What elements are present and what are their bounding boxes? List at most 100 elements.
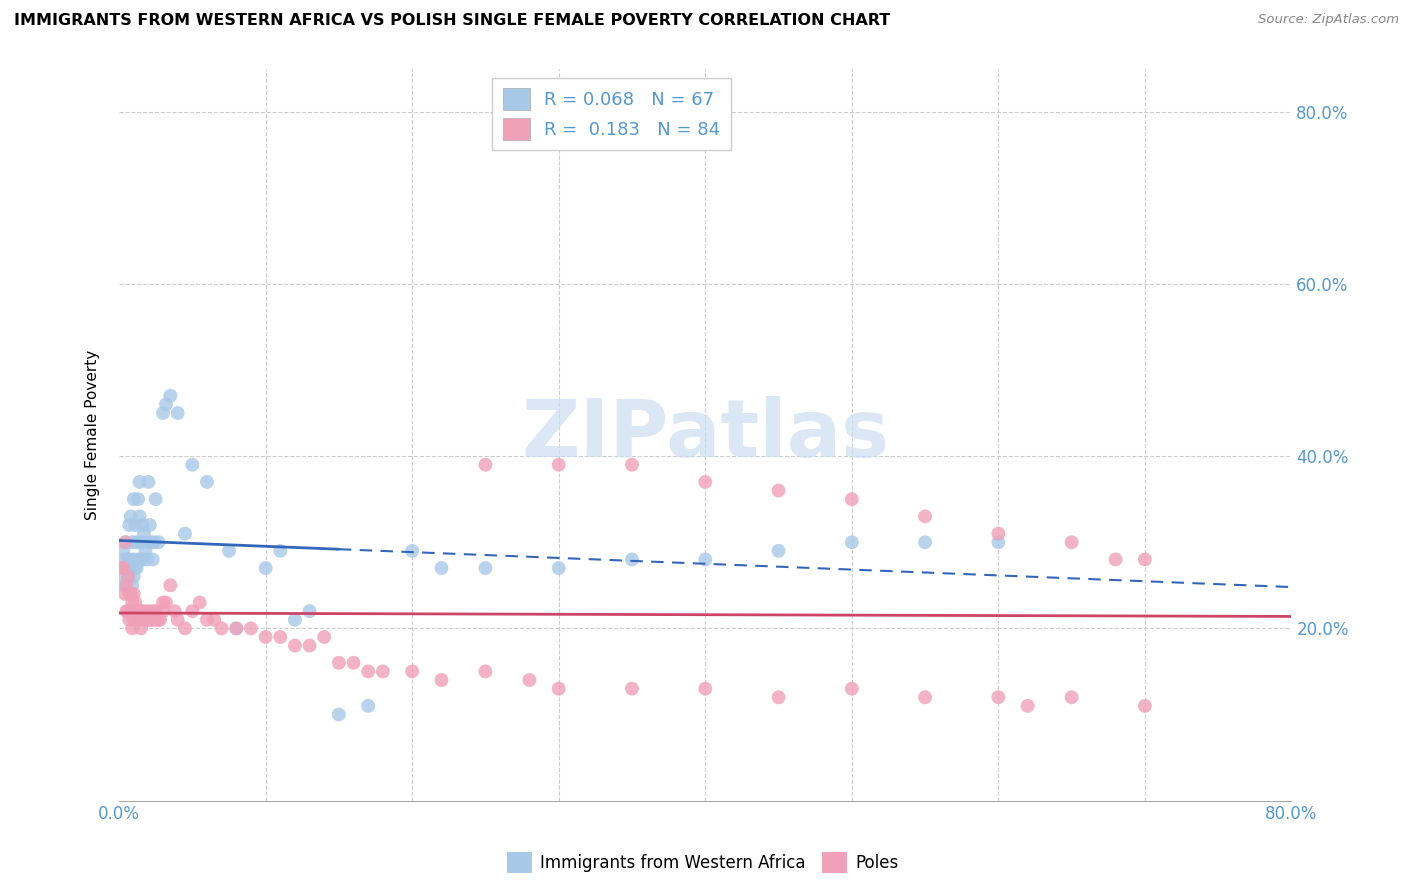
Point (118, 552, 141, 566)
Point (118, 613, 141, 627)
Point (547, 681, 569, 696)
Point (121, 621, 143, 635)
Point (1133, 698, 1156, 713)
Point (120, 587, 142, 601)
Legend: R = 0.068   N = 67, R =  0.183   N = 84: R = 0.068 N = 67, R = 0.183 N = 84 (492, 78, 731, 151)
Point (129, 604, 152, 618)
Point (121, 595, 143, 609)
Point (134, 544, 156, 558)
Point (117, 604, 139, 618)
Point (117, 570, 139, 584)
Point (139, 518, 162, 533)
Point (118, 587, 141, 601)
Point (139, 613, 162, 627)
Point (987, 690, 1010, 705)
Point (122, 552, 145, 566)
Point (115, 535, 138, 549)
Point (124, 595, 146, 609)
Point (159, 578, 181, 592)
Y-axis label: Single Female Poverty: Single Female Poverty (86, 350, 100, 520)
Point (620, 458, 643, 472)
Point (695, 475, 717, 489)
Point (149, 613, 172, 627)
Point (121, 578, 143, 592)
Point (430, 561, 453, 575)
Point (114, 535, 136, 549)
Point (914, 535, 936, 549)
Text: ZIPatlas: ZIPatlas (522, 395, 890, 474)
Point (143, 535, 166, 549)
Point (138, 475, 160, 489)
Point (128, 509, 150, 524)
Point (143, 613, 166, 627)
Point (195, 475, 218, 489)
Point (239, 621, 262, 635)
Point (117, 570, 139, 584)
Point (145, 604, 167, 618)
Point (112, 544, 135, 558)
Point (254, 561, 277, 575)
Point (695, 552, 717, 566)
Point (225, 621, 247, 635)
Point (127, 552, 149, 566)
Point (174, 621, 197, 635)
Text: Source: ZipAtlas.com: Source: ZipAtlas.com (1258, 13, 1399, 27)
Point (254, 630, 277, 644)
Point (328, 656, 350, 670)
Point (474, 561, 496, 575)
Point (401, 665, 423, 679)
Point (284, 639, 307, 653)
Point (371, 665, 394, 679)
Point (298, 639, 321, 653)
Text: IMMIGRANTS FROM WESTERN AFRICA VS POLISH SINGLE FEMALE POVERTY CORRELATION CHART: IMMIGRANTS FROM WESTERN AFRICA VS POLISH… (14, 13, 890, 29)
Point (122, 587, 145, 601)
Point (124, 561, 146, 575)
Point (328, 707, 350, 722)
Point (114, 552, 136, 566)
Point (141, 535, 163, 549)
Point (342, 656, 364, 670)
Point (1017, 698, 1039, 713)
Point (987, 535, 1010, 549)
Point (914, 690, 936, 705)
Point (841, 535, 863, 549)
Point (357, 665, 380, 679)
Legend: Immigrants from Western Africa, Poles: Immigrants from Western Africa, Poles (501, 846, 905, 880)
Point (127, 492, 149, 507)
Point (115, 578, 138, 592)
Point (181, 458, 204, 472)
Point (202, 613, 225, 627)
Point (111, 561, 134, 575)
Point (112, 578, 135, 592)
Point (124, 518, 146, 533)
Point (401, 544, 423, 558)
Point (269, 544, 291, 558)
Point (547, 561, 569, 575)
Point (195, 613, 218, 627)
Point (152, 406, 174, 420)
Point (131, 613, 153, 627)
Point (768, 544, 790, 558)
Point (695, 681, 717, 696)
Point (1060, 690, 1083, 705)
Point (115, 561, 138, 575)
Point (430, 673, 453, 687)
Point (519, 673, 541, 687)
Point (115, 578, 138, 592)
Point (141, 613, 163, 627)
Point (125, 604, 148, 618)
Point (131, 552, 153, 566)
Point (122, 613, 145, 627)
Point (914, 509, 936, 524)
Point (138, 613, 160, 627)
Point (129, 552, 152, 566)
Point (138, 535, 160, 549)
Point (1060, 535, 1083, 549)
Point (163, 604, 186, 618)
Point (148, 613, 170, 627)
Point (474, 458, 496, 472)
Point (115, 604, 138, 618)
Point (152, 604, 174, 618)
Point (148, 535, 170, 549)
Point (121, 535, 143, 549)
